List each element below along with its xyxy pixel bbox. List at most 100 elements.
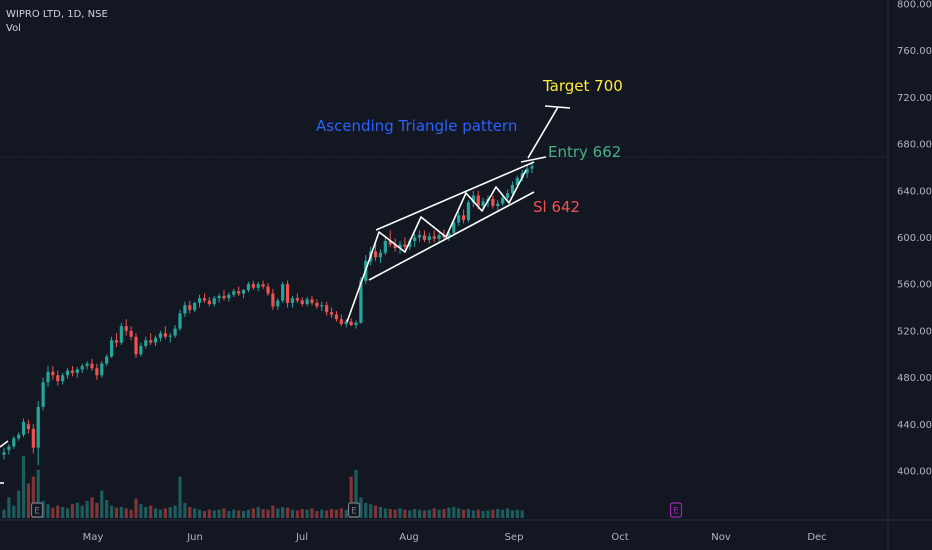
candle-body bbox=[525, 168, 529, 174]
candle-body bbox=[320, 305, 324, 307]
volume-bar bbox=[256, 506, 260, 518]
candle-body bbox=[432, 236, 436, 239]
candle-body bbox=[114, 340, 119, 343]
time-tick-label: Dec bbox=[807, 532, 826, 543]
volume-bar bbox=[158, 509, 163, 518]
candle-body bbox=[178, 313, 182, 329]
volume-bar bbox=[217, 509, 221, 518]
candle-body bbox=[290, 298, 295, 303]
volume-bar bbox=[85, 500, 89, 518]
candle-body bbox=[403, 244, 407, 247]
pattern-drawings[interactable] bbox=[0, 105, 888, 484]
candle-body bbox=[378, 252, 383, 258]
candle-body bbox=[109, 340, 114, 357]
volume-bar bbox=[75, 502, 79, 518]
volume-bar bbox=[369, 504, 373, 518]
candle-body bbox=[501, 197, 505, 204]
volume-bar bbox=[232, 509, 236, 518]
volume-bar bbox=[237, 510, 241, 518]
volume-bar bbox=[124, 508, 128, 518]
volume-bar bbox=[413, 509, 417, 518]
candle-body bbox=[41, 382, 45, 407]
candle-body bbox=[237, 291, 241, 294]
candle-body bbox=[481, 201, 485, 206]
symbol-title[interactable]: WIPRO LTD, 1D, NSE bbox=[6, 9, 108, 20]
volume-bar bbox=[491, 509, 495, 518]
candle-body bbox=[36, 406, 40, 448]
candle-body bbox=[476, 195, 480, 206]
volume-bar bbox=[70, 504, 75, 518]
volume-bar bbox=[285, 507, 290, 518]
candle-body bbox=[193, 302, 197, 310]
time-tick-label: Oct bbox=[611, 532, 628, 543]
volume-bar bbox=[168, 506, 172, 518]
time-tick-label: Jul bbox=[295, 532, 308, 543]
edge-trend-line bbox=[0, 440, 9, 448]
volume-bar bbox=[261, 509, 265, 518]
volume-bar bbox=[310, 508, 314, 518]
candle-body bbox=[413, 237, 417, 242]
earnings-badge bbox=[347, 502, 361, 518]
candle-body bbox=[530, 166, 534, 169]
candle-body bbox=[466, 202, 471, 220]
volume-bar bbox=[100, 490, 104, 518]
volume-bar bbox=[41, 500, 45, 518]
candle-body bbox=[7, 446, 11, 450]
price-tick-label: 600.00 bbox=[897, 233, 932, 244]
volume-bar bbox=[432, 508, 436, 518]
candle-body bbox=[12, 438, 16, 447]
volume-bar bbox=[471, 510, 475, 518]
candle-body bbox=[329, 312, 334, 315]
volume-bar bbox=[520, 510, 524, 518]
candle-body bbox=[408, 241, 412, 247]
price-tick-label: 800.00 bbox=[897, 0, 932, 11]
price-axis[interactable]: 800.00 760.00 720.00 680.00 640.00 600.00 560.… bbox=[887, 0, 932, 550]
volume-bar bbox=[315, 511, 319, 518]
candle-body bbox=[266, 286, 270, 294]
candle-body bbox=[422, 235, 427, 240]
volume-bar bbox=[36, 469, 40, 518]
candle-body bbox=[515, 177, 519, 185]
candle-body bbox=[471, 195, 475, 203]
chart-legend: WIPRO LTD, 1D, NSE Vol bbox=[6, 8, 108, 36]
candle-body bbox=[339, 319, 343, 324]
volume-bar bbox=[144, 506, 148, 518]
volume-bar bbox=[114, 507, 119, 518]
volume-label[interactable]: Vol bbox=[6, 23, 21, 34]
volume-bar bbox=[305, 509, 309, 518]
candle-body bbox=[168, 335, 172, 337]
time-axis[interactable]: May Jun Jul Aug Sep Oct Nov Dec bbox=[0, 519, 932, 543]
earnings-badge-label: E bbox=[351, 507, 357, 517]
candle-body bbox=[457, 215, 461, 223]
volume-bar bbox=[183, 502, 187, 518]
candle-body bbox=[80, 365, 84, 370]
candle-body bbox=[144, 340, 148, 347]
candle-body bbox=[241, 290, 246, 294]
candle-body bbox=[183, 305, 187, 314]
volume-bar bbox=[515, 509, 519, 518]
stop-loss-label: Sl 642 bbox=[533, 198, 580, 216]
candle-body bbox=[354, 322, 358, 326]
candle-body bbox=[21, 421, 26, 435]
trend-line bbox=[346, 257, 371, 323]
pattern-title-label: Ascending Triangle pattern bbox=[316, 117, 517, 135]
volume-bars bbox=[2, 456, 524, 518]
volume-bar bbox=[193, 508, 197, 518]
candle-body bbox=[452, 222, 456, 233]
entry-label: Entry 662 bbox=[548, 143, 621, 161]
candle-body bbox=[85, 363, 89, 366]
volume-bar bbox=[510, 510, 515, 518]
volume-bar bbox=[466, 509, 471, 518]
volume-bar bbox=[149, 505, 153, 518]
volume-bar bbox=[354, 469, 358, 518]
volume-bar bbox=[266, 509, 270, 518]
candle-body bbox=[65, 370, 70, 376]
volume-bar bbox=[105, 500, 109, 518]
price-tick-label: 480.00 bbox=[897, 373, 932, 384]
candle-body bbox=[388, 241, 392, 245]
volume-bar bbox=[373, 505, 378, 518]
volume-bar bbox=[290, 509, 295, 518]
candle-body bbox=[100, 363, 104, 376]
candle-body bbox=[153, 337, 158, 343]
